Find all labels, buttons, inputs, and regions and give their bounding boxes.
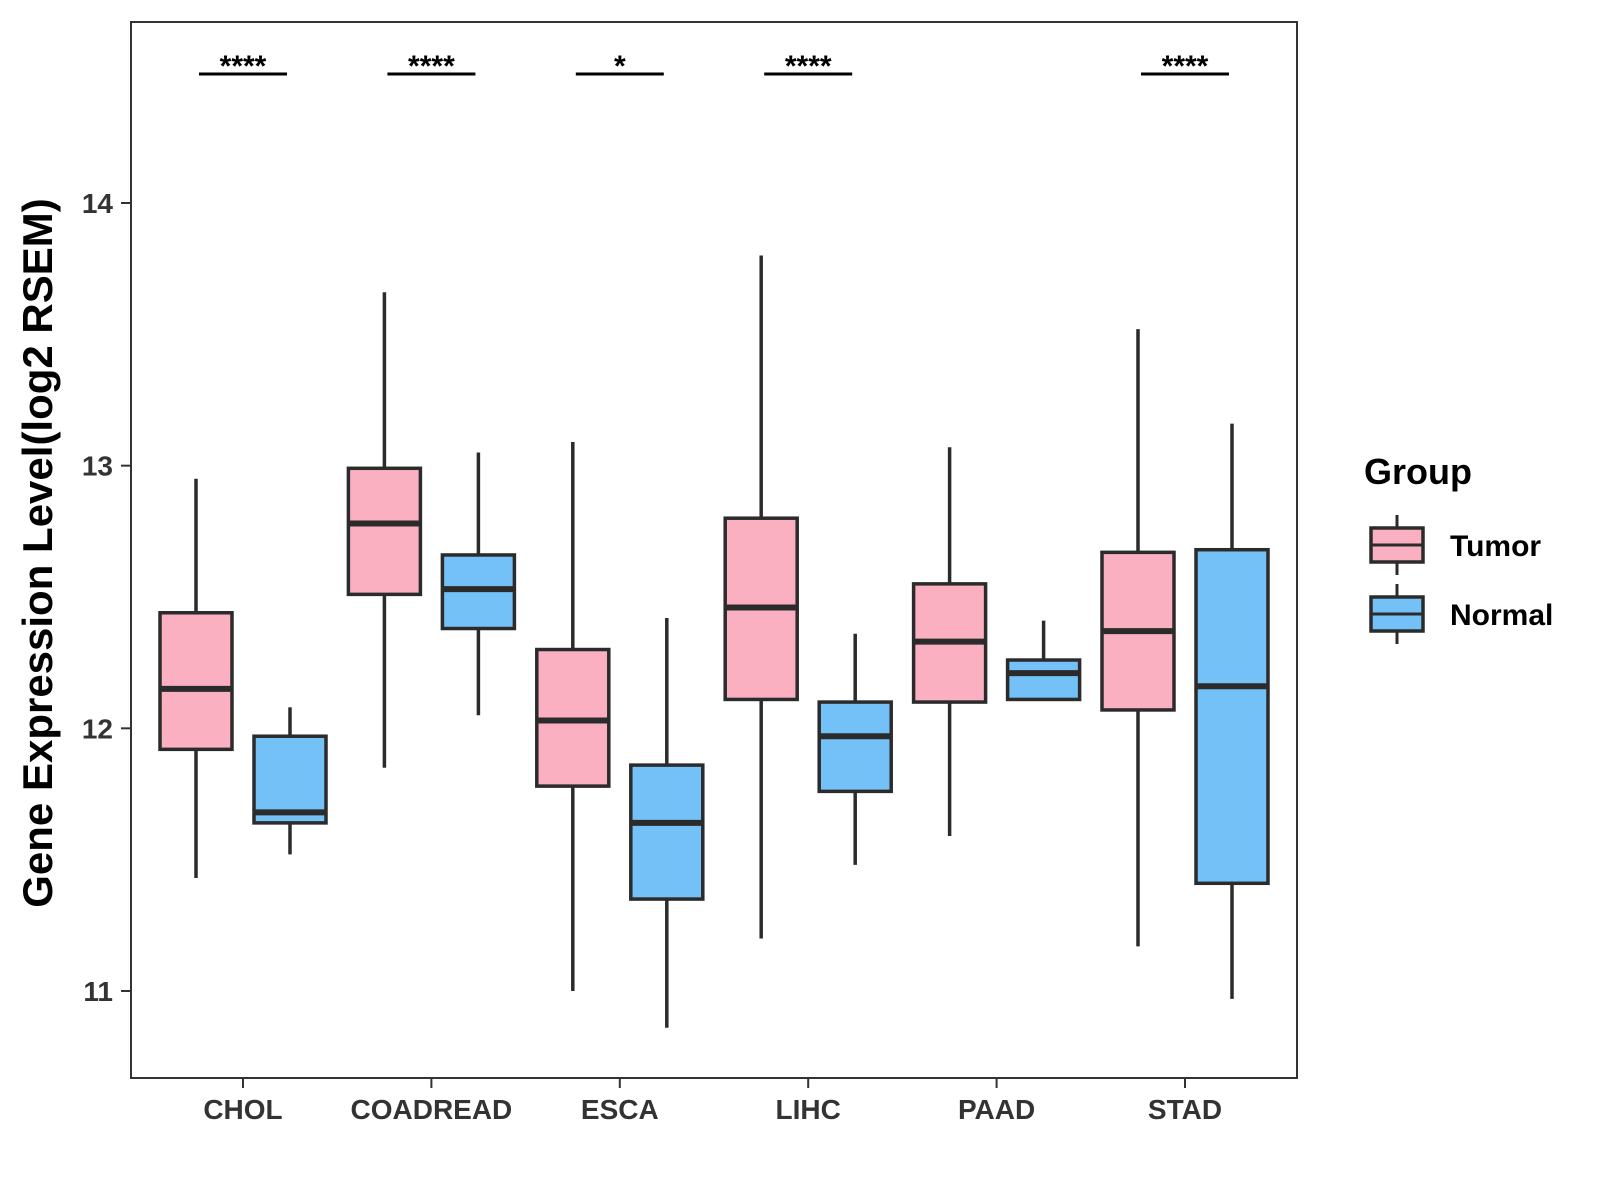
y-axis: 11 12 13 14	[82, 188, 131, 1007]
legend-label-normal: Normal	[1450, 599, 1553, 632]
y-tick-label-11: 11	[83, 976, 113, 1007]
y-tick-label-13: 13	[82, 451, 113, 482]
box-body	[346, 466, 423, 597]
significance-layer: **** **** * **** ****	[199, 50, 1229, 83]
x-tick-label-coadread: COADREAD	[351, 1094, 513, 1125]
box-esca-normal	[629, 618, 705, 1028]
x-tick-label-esca: ESCA	[581, 1094, 659, 1125]
box-paad-normal	[1005, 620, 1082, 702]
box-coadread-normal	[440, 452, 517, 716]
plot-panel	[130, 21, 1298, 1079]
box-lihc-tumor	[723, 255, 799, 939]
box-paad-tumor	[911, 447, 988, 837]
sig-label-esca: *	[614, 50, 626, 83]
box-body	[158, 611, 234, 752]
box-chol-normal	[252, 707, 328, 855]
box-lihc-normal	[817, 633, 893, 865]
y-tick-label-14: 14	[82, 188, 114, 219]
box-stad-tumor	[1100, 329, 1176, 947]
box-body	[1005, 658, 1082, 702]
legend-entries: Tumor Normal	[1369, 515, 1553, 644]
x-tick-label-lihc: LIHC	[776, 1094, 841, 1125]
x-tick-label-stad: STAD	[1148, 1094, 1222, 1125]
box-layer	[158, 255, 1270, 1028]
sig-label-stad: ****	[1162, 50, 1209, 83]
box-body	[629, 763, 705, 901]
legend-entry-tumor: Tumor	[1369, 515, 1541, 575]
box-stad-normal	[1194, 423, 1270, 999]
box-body	[817, 700, 893, 794]
legend-label-tumor: Tumor	[1450, 530, 1541, 563]
box-body	[252, 734, 328, 825]
sig-label-coadread: ****	[408, 50, 455, 83]
x-tick-label-chol: CHOL	[203, 1094, 282, 1125]
legend-title: Group	[1364, 451, 1472, 492]
x-tick-label-paad: PAAD	[958, 1094, 1035, 1125]
x-axis: CHOL COADREAD ESCA LIHC PAAD STAD	[203, 1078, 1222, 1125]
legend: Group Tumor Normal	[1364, 451, 1553, 644]
sig-label-lihc: ****	[785, 50, 832, 83]
y-tick-label-12: 12	[82, 713, 113, 744]
box-coadread-tumor	[346, 292, 423, 768]
sig-label-chol: ****	[220, 50, 267, 83]
box-chol-tumor	[158, 478, 234, 879]
legend-entry-normal: Normal	[1369, 584, 1553, 644]
box-esca-tumor	[535, 442, 611, 991]
y-axis-title: Gene Expression Level(log2 RSEM)	[14, 198, 61, 908]
box-body	[1194, 547, 1270, 886]
